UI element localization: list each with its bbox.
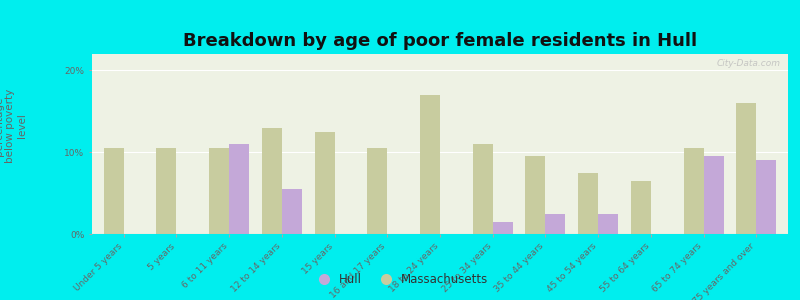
- Bar: [104, 148, 124, 234]
- Bar: [598, 214, 618, 234]
- Bar: [578, 172, 598, 234]
- Title: Breakdown by age of poor female residents in Hull: Breakdown by age of poor female resident…: [183, 32, 697, 50]
- Bar: [229, 144, 249, 234]
- Bar: [262, 128, 282, 234]
- Bar: [473, 144, 493, 234]
- Bar: [209, 148, 229, 234]
- Text: percentage
below poverty
level: percentage below poverty level: [0, 89, 27, 163]
- Bar: [631, 181, 651, 234]
- Bar: [493, 222, 513, 234]
- Legend: Hull, Massachusetts: Hull, Massachusetts: [307, 269, 493, 291]
- Text: City-Data.com: City-Data.com: [717, 59, 781, 68]
- Bar: [156, 148, 176, 234]
- Bar: [704, 156, 724, 234]
- Bar: [420, 95, 440, 234]
- Bar: [683, 148, 704, 234]
- Bar: [546, 214, 566, 234]
- Bar: [736, 103, 756, 234]
- Bar: [526, 156, 546, 234]
- Bar: [756, 160, 777, 234]
- Bar: [282, 189, 302, 234]
- Bar: [367, 148, 387, 234]
- Bar: [314, 132, 334, 234]
